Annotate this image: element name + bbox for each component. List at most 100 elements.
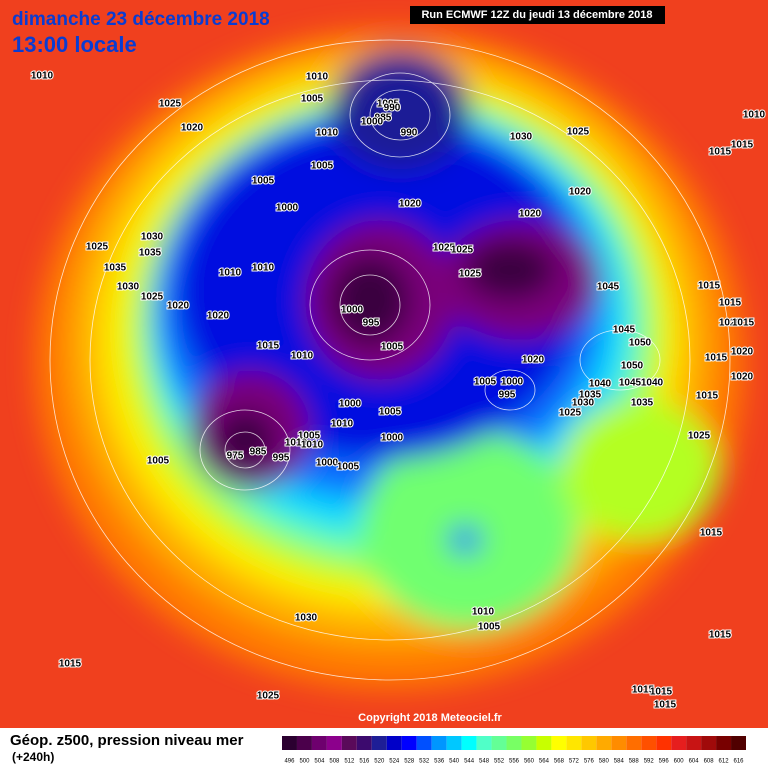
isobar-label: 1025 xyxy=(141,292,164,303)
time-title: 13:00 locale xyxy=(12,32,137,57)
isobar-label: 1005 xyxy=(301,94,324,105)
isobar-label: 985 xyxy=(250,447,267,458)
legend-value: 568 xyxy=(554,759,565,765)
isobar-label: 1005 xyxy=(379,407,402,418)
isobar-label: 1000 xyxy=(341,305,364,316)
legend-swatch xyxy=(536,736,552,750)
isobar-label: 1015 xyxy=(700,528,723,539)
isobar-label: 1020 xyxy=(167,301,190,312)
legend-swatch xyxy=(461,736,477,750)
isobar-label: 1015 xyxy=(732,318,755,329)
isobar-label: 1000 xyxy=(501,377,524,388)
isobar-label: 1010 xyxy=(331,419,354,430)
isobar-label: 1025 xyxy=(451,245,474,256)
isobar-label: 1015 xyxy=(709,630,732,641)
legend-swatch xyxy=(521,736,537,750)
isobar-label: 1050 xyxy=(621,361,644,372)
legend-value: 496 xyxy=(284,759,295,765)
date-title: dimanche 23 décembre 2018 xyxy=(12,9,270,30)
legend-swatch xyxy=(731,736,746,750)
isobar-label: 1005 xyxy=(311,161,334,172)
legend-swatch xyxy=(596,736,612,750)
legend-swatch xyxy=(446,736,462,750)
legend-swatch xyxy=(326,736,342,750)
isobar-label: 1020 xyxy=(719,318,742,329)
isobar-label: 1015 xyxy=(59,659,82,670)
legend-swatch xyxy=(311,736,327,750)
legend-value: 616 xyxy=(734,759,745,765)
isobar-label: 1030 xyxy=(117,282,140,293)
isobar-label: 1025 xyxy=(688,431,711,442)
isobar-label: 1045 xyxy=(597,282,620,293)
isobar-label: 1015 xyxy=(705,353,728,364)
isobar-label: 1010 xyxy=(306,72,329,83)
isobar-label: 1035 xyxy=(631,398,654,409)
isobar-label: 1035 xyxy=(139,248,162,259)
legend-value: 588 xyxy=(629,759,640,765)
legend-swatch xyxy=(491,736,507,750)
legend-value: 508 xyxy=(329,759,340,765)
isobar-label: 1035 xyxy=(104,263,127,274)
isobar-label: 1015 xyxy=(719,298,742,309)
isobar-label: 1015 xyxy=(650,687,673,698)
run-box xyxy=(410,6,665,24)
copyright: Copyright 2018 Meteociel.fr xyxy=(358,712,502,724)
isobar-label: 1045 xyxy=(613,325,636,336)
isobar-label: 1020 xyxy=(207,311,230,322)
legend-swatch xyxy=(716,736,732,750)
isobar-label: 1050 xyxy=(629,338,652,349)
isobar-label: 1030 xyxy=(510,132,533,143)
legend-value: 536 xyxy=(434,759,445,765)
legend-value: 556 xyxy=(509,759,520,765)
isobar-label: 1025 xyxy=(433,243,456,254)
run-info: Run ECMWF 12Z du jeudi 13 décembre 2018 xyxy=(421,9,652,21)
legend-value: 512 xyxy=(344,759,355,765)
isobar-label: 1010 xyxy=(285,438,308,449)
isobar-label: 1010 xyxy=(472,607,495,618)
legend-value: 520 xyxy=(374,759,385,765)
legend-swatch xyxy=(551,736,567,750)
isobar-label: 1010 xyxy=(219,268,242,279)
legend-value: 528 xyxy=(404,759,415,765)
legend-swatch xyxy=(686,736,702,750)
isobar-label: 990 xyxy=(384,103,401,114)
isobar-label: 1000 xyxy=(339,399,362,410)
legend-value: 604 xyxy=(689,759,700,765)
isobar-label: 1020 xyxy=(522,355,545,366)
legend-value: 500 xyxy=(299,759,310,765)
legend-swatch xyxy=(416,736,432,750)
isobar-label: 1015 xyxy=(696,391,719,402)
isobar-label: 995 xyxy=(499,390,516,401)
legend-value: 532 xyxy=(419,759,430,765)
isobar-label: 1020 xyxy=(731,347,754,358)
legend-value: 572 xyxy=(569,759,580,765)
isobar-label: 1015 xyxy=(698,281,721,292)
legend-swatch xyxy=(566,736,582,750)
isobar-label: 1045 xyxy=(619,378,642,389)
legend-value: 548 xyxy=(479,759,490,765)
isobar-label: 1030 xyxy=(141,232,164,243)
legend-value: 544 xyxy=(464,759,475,765)
isobar-label: 1000 xyxy=(276,203,299,214)
isobar-label: 1015 xyxy=(257,341,280,352)
isobar-label: 1020 xyxy=(399,199,422,210)
isobar-label: 1010 xyxy=(301,440,324,451)
isobar-label: 1005 xyxy=(478,622,501,633)
legend-value: 564 xyxy=(539,759,550,765)
legend-swatch xyxy=(386,736,402,750)
isobar-label: 995 xyxy=(363,318,380,329)
legend-value: 592 xyxy=(644,759,655,765)
isobar-label: 1005 xyxy=(147,456,170,467)
legend-swatch xyxy=(626,736,642,750)
isobar-label: 1025 xyxy=(159,99,182,110)
isobar-label: 1020 xyxy=(731,372,754,383)
legend-swatch xyxy=(656,736,672,750)
isobar-label: 1000 xyxy=(316,458,339,469)
isobar-label: 1015 xyxy=(654,700,677,711)
legend-swatch xyxy=(431,736,447,750)
legend-swatch xyxy=(506,736,522,750)
legend-swatch xyxy=(581,736,597,750)
